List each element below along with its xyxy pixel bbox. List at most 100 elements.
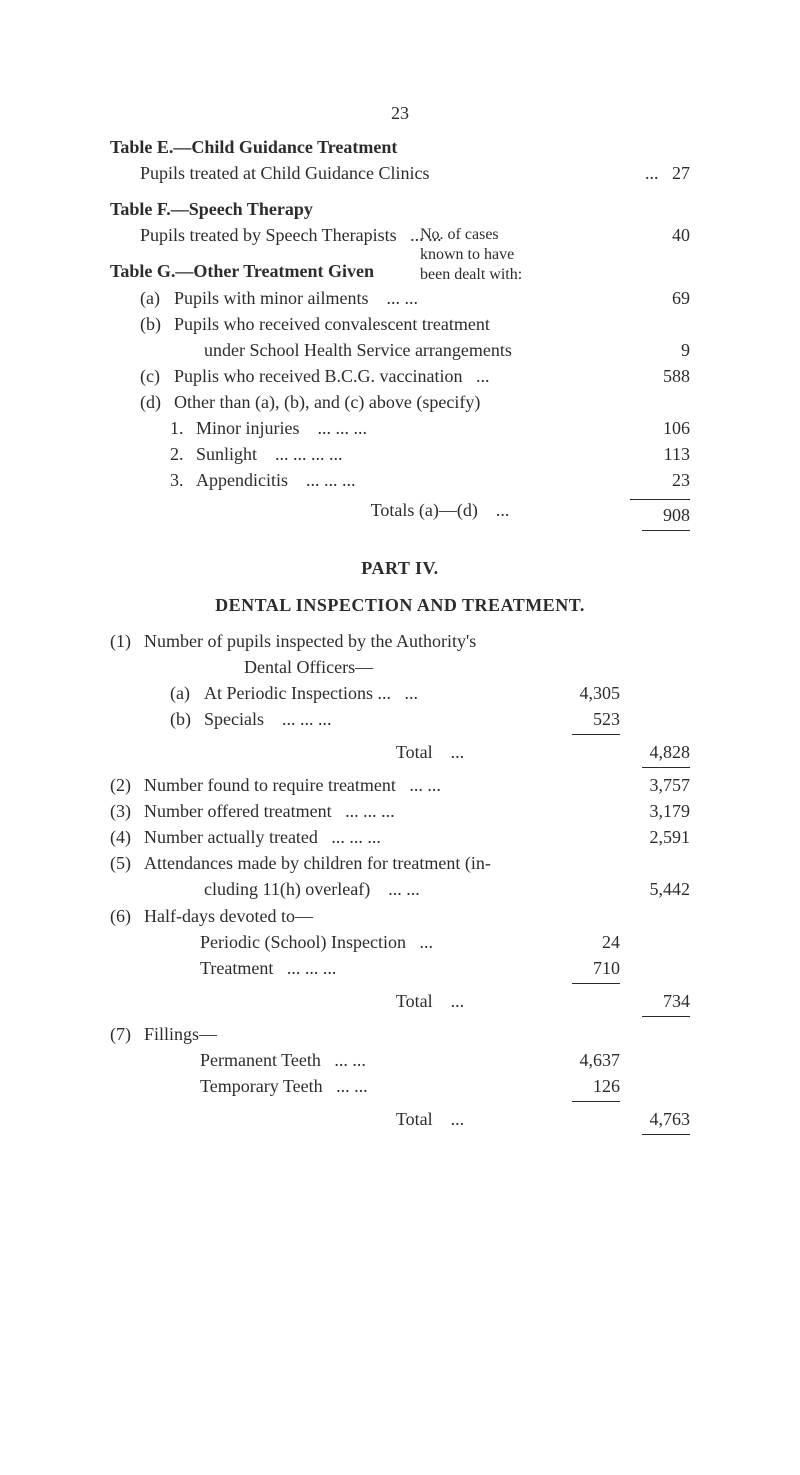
item-key: (7)	[110, 1021, 144, 1047]
value-col2: 3,757	[620, 772, 690, 798]
table-g-d: (d) Other than (a), (b), and (c) above (…	[110, 389, 690, 415]
value-col2: 3,179	[620, 798, 690, 824]
item-1b: (b) Specials ... ... ... 523	[110, 706, 690, 735]
dots: ... ... ...	[318, 418, 368, 438]
item-num: 1.	[170, 415, 196, 441]
row-value: 40	[630, 222, 690, 248]
value-col2: 4,828	[620, 739, 690, 768]
dots: ... ...	[387, 288, 419, 308]
text: Sunlight	[196, 444, 257, 464]
row-value: 69	[630, 285, 690, 311]
text: under School Health Service arrangements	[174, 337, 630, 363]
value-col1: 24	[550, 929, 620, 955]
item-key: (5)	[110, 850, 144, 902]
value-col1	[550, 988, 620, 1017]
row-label: Fillings—	[144, 1021, 690, 1047]
row-label: Appendicitis ... ... ...	[196, 467, 630, 493]
item-text: Number of pupils inspected by the Author…	[144, 628, 690, 680]
page-number: 23	[110, 100, 690, 126]
dots: ...	[451, 1109, 465, 1129]
dots: ... ... ...	[282, 709, 332, 729]
total-label: Total	[396, 991, 433, 1011]
table-e-heading: Table E.—Child Guidance Treatment	[110, 134, 690, 160]
dots: ...	[496, 500, 510, 520]
item-6-r1: Periodic (School) Inspection ... 24	[110, 929, 690, 955]
value-col2	[620, 1047, 690, 1073]
dots: ... ...	[334, 1050, 366, 1070]
text: Periodic (School) Inspection	[200, 932, 406, 952]
text: Specials	[204, 709, 264, 729]
value-col2: 734	[620, 988, 690, 1017]
part-iv-heading: PART IV.	[110, 555, 690, 581]
text: Puplis who received B.C.G. vaccination	[174, 366, 462, 386]
text: Temporary Teeth	[200, 1076, 323, 1096]
dots: ... ... ... ...	[275, 444, 343, 464]
value-col2	[620, 1073, 690, 1102]
dots: ... ...	[409, 775, 441, 795]
value-col1	[550, 1106, 620, 1135]
text: Number found to require treatment	[144, 775, 396, 795]
item-key: (3)	[110, 798, 144, 824]
table-f-heading: Table F.—Speech Therapy	[110, 196, 690, 222]
value-col2	[620, 955, 690, 984]
text: Minor injuries	[196, 418, 300, 438]
text: Pupils treated at Child Guidance Clinics	[140, 163, 429, 183]
text: Number offered treatment	[144, 801, 332, 821]
row-label: Half-days devoted to—	[144, 903, 690, 929]
table-g-heading: Table G.—Other Treatment Given	[110, 258, 690, 284]
total-label: Total	[396, 742, 433, 762]
dots: ... ...	[410, 225, 442, 245]
row-label: Temporary Teeth ... ...	[200, 1073, 550, 1102]
table-g-totals: Totals (a)—(d) ... 908	[110, 497, 690, 531]
item-key: (a)	[140, 285, 174, 311]
item-2: (2) Number found to require treatment ..…	[110, 772, 690, 798]
row-label: Pupils with minor ailments ... ...	[174, 285, 630, 311]
text: At Periodic Inspections ...	[204, 683, 391, 703]
dots: ... ... ...	[287, 958, 337, 978]
value-col2	[620, 706, 690, 735]
value-col1	[550, 739, 620, 768]
item-1a: (a) At Periodic Inspections ... ... 4,30…	[110, 680, 690, 706]
row-label: Attendances made by children for treatme…	[144, 850, 620, 902]
value-col2: 5,442	[620, 876, 690, 902]
total-label: Total	[396, 1109, 433, 1129]
text: cluding 11(h) overleaf)	[204, 879, 370, 899]
row-label: Minor injuries ... ... ...	[196, 415, 630, 441]
item-7-total: Total ... 4,763	[110, 1106, 690, 1135]
item-1: (1) Number of pupils inspected by the Au…	[110, 628, 690, 680]
value-col2: 4,763	[620, 1106, 690, 1135]
table-g-d-1: 1. Minor injuries ... ... ... 106	[110, 415, 690, 441]
item-num: 3.	[170, 467, 196, 493]
row-label: Periodic (School) Inspection ...	[200, 929, 550, 955]
table-g-b: (b) Pupils who received convalescent tre…	[110, 311, 690, 363]
item-key: (b)	[170, 706, 204, 735]
dots: ...	[404, 683, 418, 703]
text: Permanent Teeth	[200, 1050, 321, 1070]
item-key: (6)	[110, 903, 144, 929]
table-g-a: (a) Pupils with minor ailments ... ... 6…	[110, 285, 690, 311]
dots: ...	[645, 163, 659, 183]
item-key: (c)	[140, 363, 174, 389]
value-col1: 523	[550, 706, 620, 735]
row-label: Permanent Teeth ... ...	[200, 1047, 550, 1073]
row-value: 106	[630, 415, 690, 441]
totals-label: Totals (a)—(d)	[371, 500, 478, 520]
table-f-row: Pupils treated by Speech Therapists ... …	[110, 222, 690, 248]
table-g-c: (c) Puplis who received B.C.G. vaccinati…	[110, 363, 690, 389]
text: Pupils who received convalescent treatme…	[174, 311, 690, 337]
value-col1: 4,637	[550, 1047, 620, 1073]
value-col2	[620, 929, 690, 955]
dots: ... ... ...	[331, 827, 381, 847]
text: Treatment	[200, 958, 273, 978]
text: Pupils treated by Speech Therapists	[140, 225, 397, 245]
row-label: Pupils treated at Child Guidance Clinics	[140, 160, 630, 186]
item-1-total: Total ... 4,828	[110, 739, 690, 768]
item-4: (4) Number actually treated ... ... ... …	[110, 824, 690, 850]
item-key: (d)	[140, 389, 174, 415]
table-e-row: Pupils treated at Child Guidance Clinics…	[110, 160, 690, 186]
row-value: ... 27	[630, 160, 690, 186]
row-label: Pupils who received convalescent treatme…	[174, 311, 690, 363]
text: Dental Officers—	[144, 654, 690, 680]
item-6-total: Total ... 734	[110, 988, 690, 1017]
dots: ...	[451, 991, 465, 1011]
